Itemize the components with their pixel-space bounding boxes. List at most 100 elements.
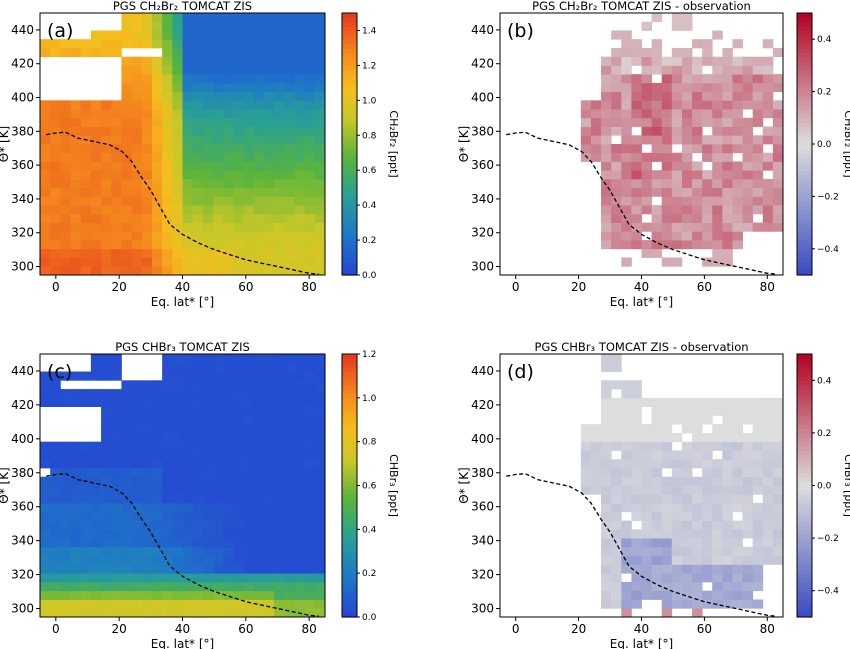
heatmap-cell: [661, 555, 673, 565]
colorbar-segment: [797, 402, 812, 408]
heatmap-cell: [314, 573, 326, 583]
heatmap-cell: [162, 406, 173, 416]
heatmap-cell: [80, 39, 92, 49]
heatmap-cell: [294, 511, 306, 521]
heatmap-cell: [294, 467, 306, 478]
colorbar-segment: [342, 472, 357, 478]
heatmap-cell: [611, 82, 622, 92]
heatmap-cell: [284, 82, 295, 92]
colorbar-segment: [797, 441, 812, 447]
heatmap-cell: [50, 178, 61, 189]
heatmap-cell: [294, 406, 306, 416]
heatmap-cell: [611, 529, 622, 539]
colorbar-segment: [797, 463, 812, 469]
heatmap-cell: [192, 485, 204, 495]
heatmap-cell: [253, 100, 265, 110]
heatmap-cell: [70, 599, 82, 609]
heatmap-cell: [151, 109, 163, 119]
heatmap-cell: [50, 117, 61, 127]
heatmap-cell: [151, 170, 163, 180]
heatmap-cell: [712, 555, 723, 565]
heatmap-cell: [284, 117, 295, 127]
heatmap-cell: [60, 546, 71, 557]
heatmap-cell: [162, 424, 173, 434]
heatmap-cell: [90, 599, 102, 609]
colorbar-segment: [797, 13, 812, 18]
heatmap-cell: [263, 257, 275, 267]
heatmap-cell: [314, 13, 326, 23]
heatmap-cell: [162, 459, 173, 469]
heatmap-cell: [284, 205, 295, 215]
heatmap-cell: [80, 161, 92, 171]
heatmap-cell: [641, 21, 653, 31]
heatmap-cell: [752, 538, 764, 548]
heatmap-cell: [90, 187, 102, 197]
colorbar-segment: [797, 472, 812, 478]
heatmap-cell: [631, 476, 642, 486]
heatmap-cell: [621, 91, 632, 101]
heatmap-cell: [111, 564, 122, 574]
heatmap-cell: [121, 590, 133, 600]
heatmap-cell: [80, 608, 92, 618]
heatmap-cell: [192, 39, 204, 49]
heatmap-cell: [141, 56, 153, 66]
heatmap-cell: [213, 538, 224, 548]
heatmap-cell: [111, 47, 122, 58]
heatmap-cell: [253, 257, 265, 267]
heatmap-cell: [202, 371, 214, 381]
heatmap-cell: [40, 205, 51, 215]
heatmap-cell: [60, 39, 71, 49]
heatmap-cell: [671, 196, 683, 206]
heatmap-cell: [274, 467, 285, 478]
y-tick-label: 420: [11, 398, 34, 412]
heatmap-cell: [304, 240, 316, 250]
heatmap-cell: [752, 109, 764, 119]
heatmap-cell: [131, 91, 143, 101]
heatmap-cell: [192, 248, 204, 258]
heatmap-cell: [101, 494, 112, 504]
heatmap-cell: [671, 555, 683, 565]
heatmap-cell: [263, 581, 275, 592]
heatmap-cell: [172, 248, 183, 258]
heatmap-cell: [202, 82, 214, 92]
heatmap-cell: [304, 39, 316, 49]
heatmap-cell: [111, 467, 122, 478]
heatmap-cell: [101, 222, 112, 232]
heatmap-cell: [274, 581, 285, 592]
colorbar-segment: [797, 410, 812, 416]
heatmap-cell: [722, 573, 733, 583]
heatmap-cell: [243, 450, 255, 460]
colorbar-segment: [797, 95, 812, 101]
heatmap-cell: [590, 117, 602, 127]
heatmap-cell: [101, 354, 112, 364]
heatmap-cell: [90, 459, 102, 469]
heatmap-cell: [742, 546, 754, 557]
heatmap-cell: [762, 56, 774, 66]
heatmap-cell: [121, 21, 133, 31]
heatmap-cell: [213, 362, 224, 372]
heatmap-cell: [213, 205, 224, 215]
heatmap-cell: [223, 82, 234, 92]
heatmap-cell: [50, 47, 61, 58]
heatmap-cell: [121, 546, 133, 557]
heatmap-cell: [742, 432, 754, 443]
heatmap-cell: [182, 581, 194, 592]
heatmap-cell: [192, 187, 204, 197]
heatmap-cell: [253, 222, 265, 232]
heatmap-cell: [60, 608, 71, 618]
heatmap-cell: [712, 467, 723, 478]
heatmap-cell: [651, 511, 663, 521]
heatmap-cell: [40, 266, 51, 276]
heatmap-cell: [131, 459, 143, 469]
heatmap-cell: [60, 599, 71, 609]
heatmap-cell: [243, 187, 255, 197]
heatmap-cell: [101, 476, 112, 486]
heatmap-cell: [294, 21, 306, 31]
heatmap-cell: [243, 371, 255, 381]
heatmap-cell: [284, 126, 295, 136]
heatmap-cell: [294, 581, 306, 592]
heatmap-cell: [151, 467, 163, 478]
heatmap-cell: [40, 546, 51, 557]
heatmap-cell: [762, 503, 774, 513]
heatmap-cell: [233, 608, 244, 618]
